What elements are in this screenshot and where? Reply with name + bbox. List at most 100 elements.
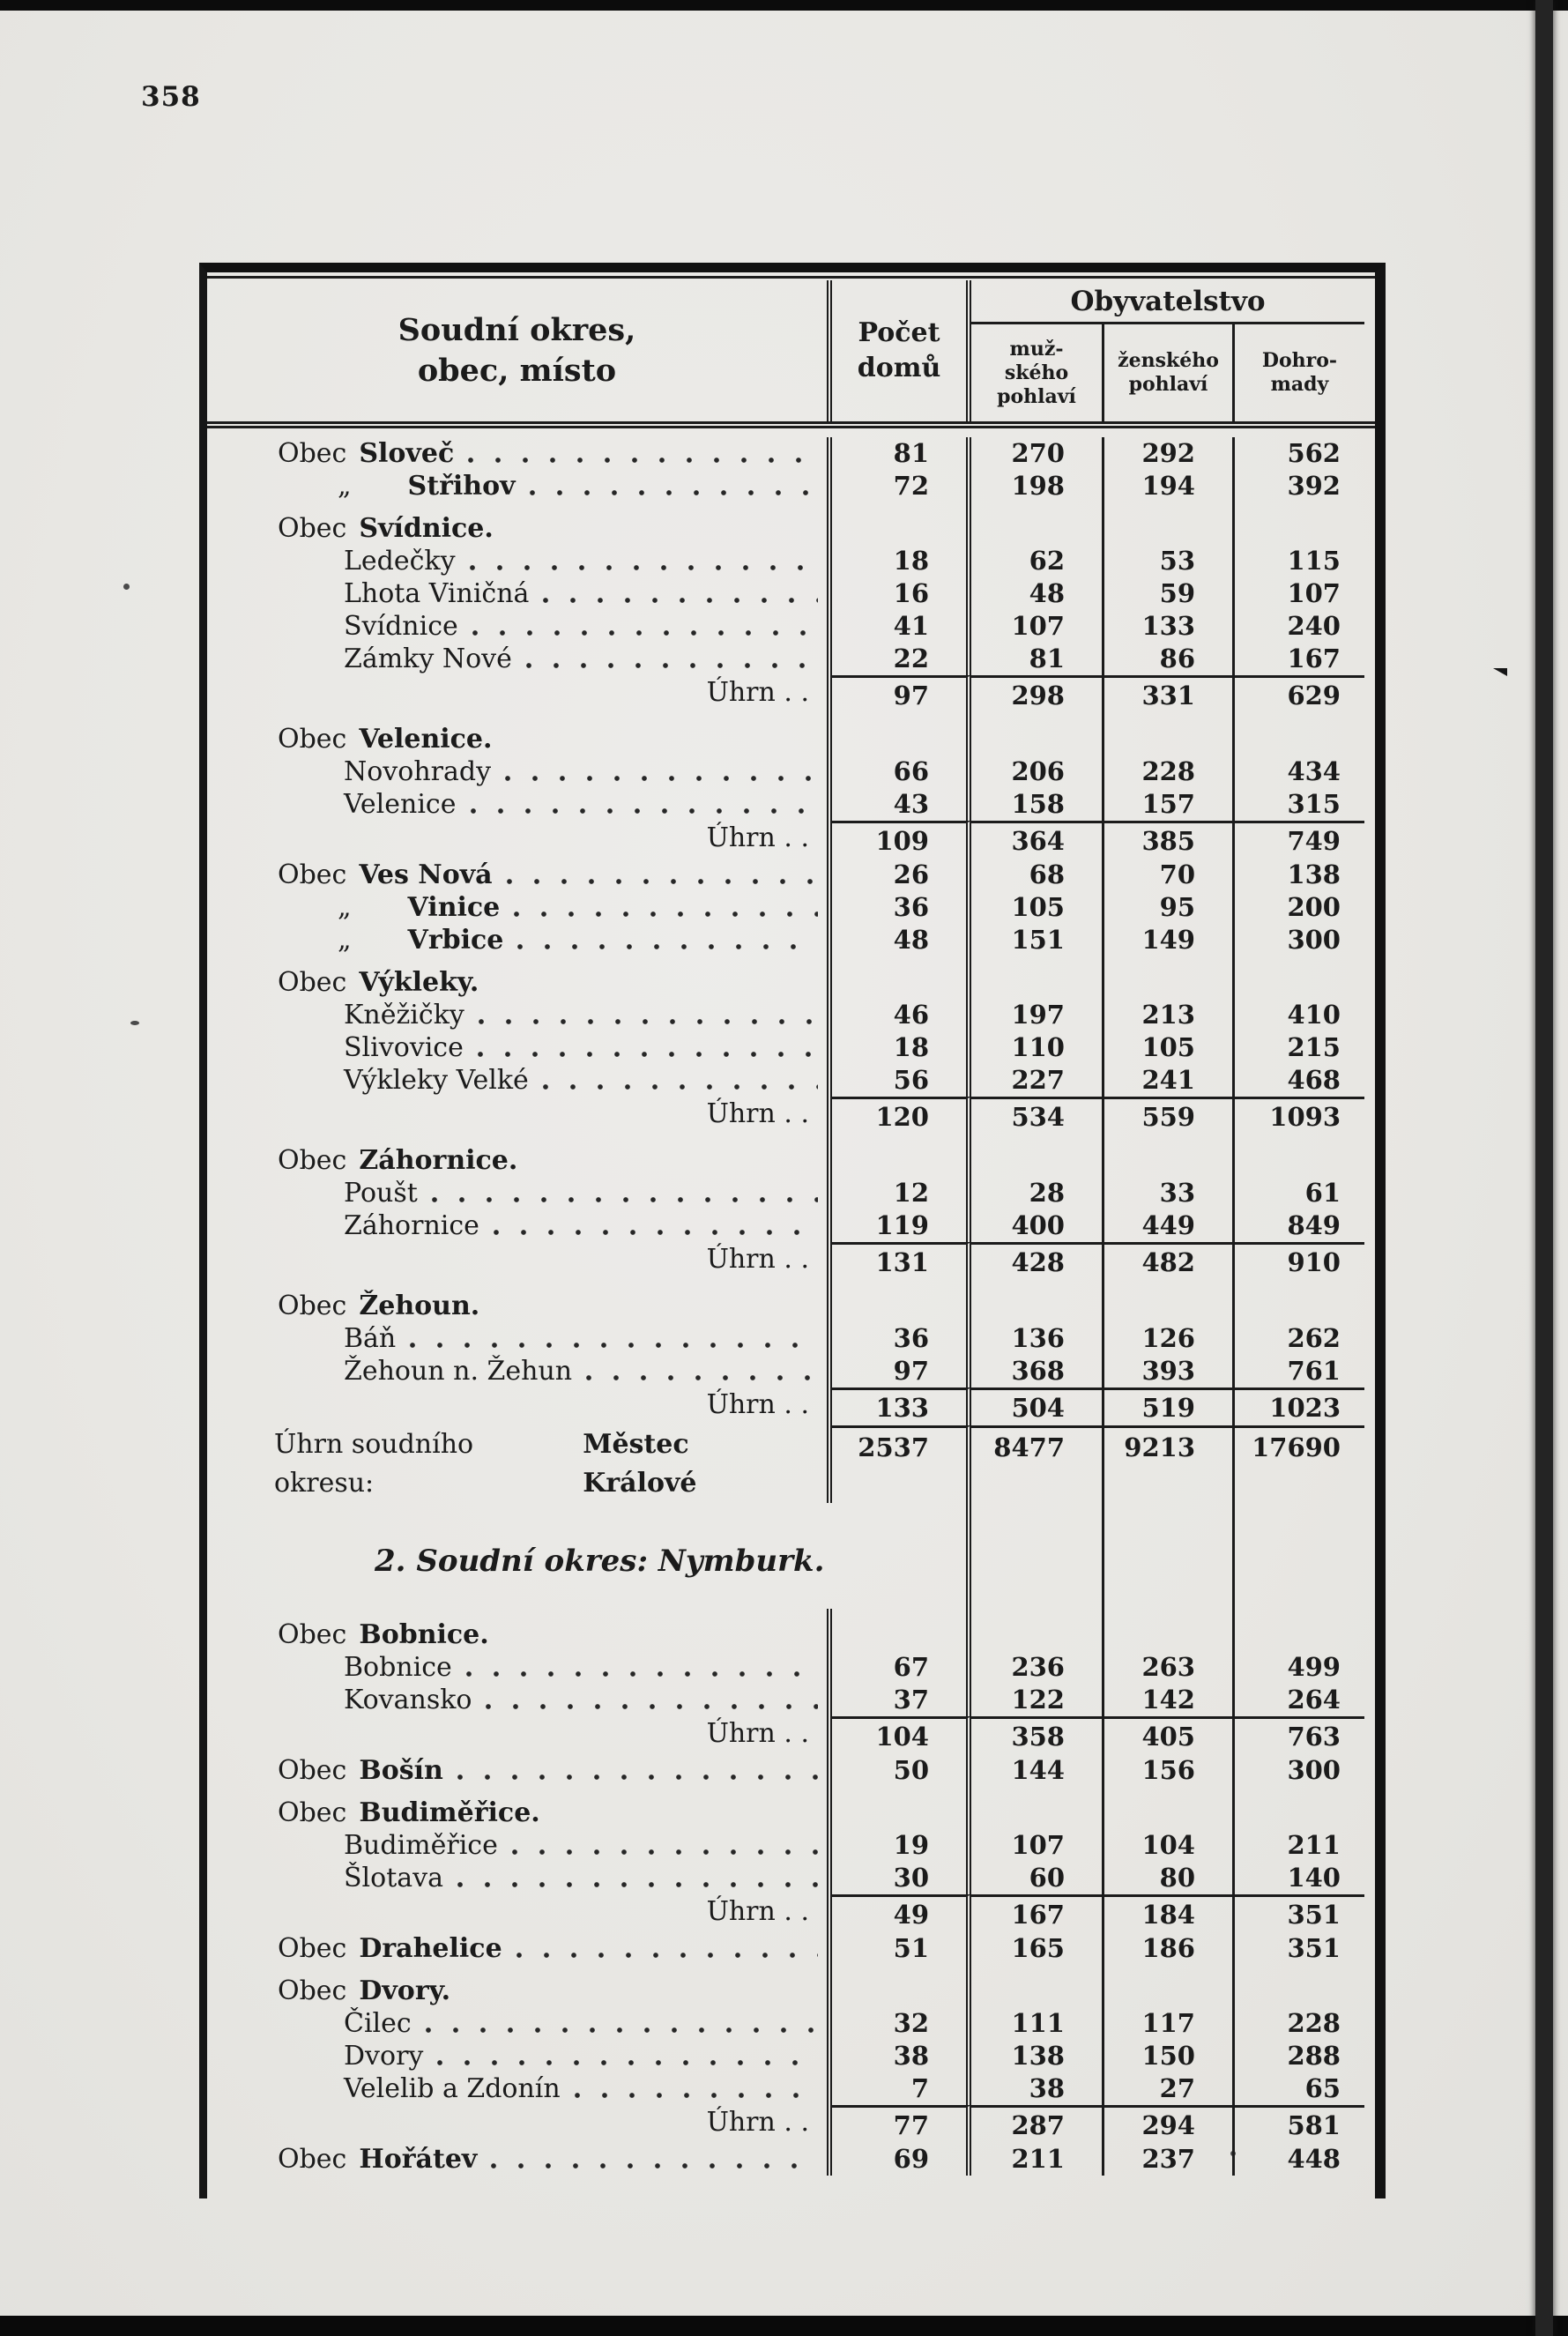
place-name: Kovansko bbox=[344, 1685, 472, 1715]
table-row: Ledečky 18 62 53 115 bbox=[207, 545, 1375, 577]
total-value-cell: 107 bbox=[1287, 578, 1341, 608]
female-value-cell: 228 bbox=[1104, 755, 1235, 788]
table-row: Lhota Viničná 16 48 59 107 bbox=[207, 577, 1375, 610]
place-name: Výkleky Velké bbox=[344, 1065, 529, 1096]
male-value-cell: 62 bbox=[971, 545, 1104, 577]
table-row: Čilec 32 111 117 228 bbox=[207, 2007, 1375, 2040]
place-name-cell: Bobnice bbox=[207, 1651, 832, 1684]
table-row: Obec Budiměřice. bbox=[207, 1787, 1375, 1829]
place-name: Svídnice. bbox=[359, 513, 494, 544]
houses-value-cell: 37 bbox=[832, 1684, 971, 1716]
page-number: 358 bbox=[141, 81, 201, 113]
male-value-cell: 68 bbox=[971, 859, 1104, 891]
total-value-cell: 240 bbox=[1287, 611, 1341, 641]
total-value-cell bbox=[1235, 1609, 1364, 1651]
place-name-cell: Dvory bbox=[207, 2040, 832, 2072]
houses-value-cell: 36 bbox=[832, 891, 971, 924]
total-value-cell: 562 bbox=[1287, 438, 1341, 468]
column-header-male: muž- ského pohlaví bbox=[971, 324, 1104, 421]
place-name-cell: Obec Hořátev bbox=[207, 2143, 832, 2176]
place-name-cell: Novohrady bbox=[207, 755, 832, 788]
female-value-cell: 186 bbox=[1104, 1932, 1235, 1965]
houses-value-cell: 120 bbox=[832, 1097, 971, 1135]
male-value-cell: 28 bbox=[971, 1177, 1104, 1209]
houses-value-cell: 48 bbox=[832, 924, 971, 956]
leader-dots bbox=[410, 1322, 818, 1355]
place-name: Velenice bbox=[344, 789, 457, 820]
place-name: Velelib a Zdonín bbox=[344, 2073, 561, 2104]
female-value-cell: 80 bbox=[1104, 1862, 1235, 1894]
place-name-cell: Velelib a Zdonín bbox=[207, 2072, 832, 2105]
table-row: Úhrn . . 77 287 294 581 bbox=[207, 2105, 1375, 2143]
place-name: Hořátev bbox=[359, 2144, 478, 2175]
table-top-rule bbox=[207, 276, 1375, 279]
female-value-cell: 194 bbox=[1104, 470, 1235, 502]
female-value-cell: 156 bbox=[1104, 1754, 1235, 1787]
place-name-cell: Úhrn . . bbox=[207, 1242, 832, 1280]
leader-dots bbox=[493, 1209, 818, 1242]
leader-dots bbox=[574, 2072, 818, 2105]
total-value-cell: 138 bbox=[1287, 859, 1341, 889]
total-value-cell bbox=[1235, 1787, 1364, 1829]
place-name-cell: „ Vrbice bbox=[207, 924, 832, 956]
table-row: Obec Svídnice. bbox=[207, 502, 1375, 545]
table-row: Svídnice 41 107 133 240 bbox=[207, 610, 1375, 643]
houses-value-cell: 32 bbox=[832, 2007, 971, 2040]
female-value-cell: 9213 bbox=[1104, 1425, 1235, 1503]
place-name: Drahelice bbox=[359, 1933, 502, 1964]
male-value-cell: 111 bbox=[971, 2007, 1104, 2040]
place-name: Lhota Viničná bbox=[344, 578, 530, 609]
total-value-cell: 629 bbox=[1235, 675, 1364, 713]
place-prefix: Úhrn soudního okresu: bbox=[274, 1429, 474, 1499]
table-row: Obec Sloveč 81 270 292 562 bbox=[207, 437, 1375, 470]
male-value-cell bbox=[971, 956, 1104, 999]
table-row: Novohrady 66 206 228 434 bbox=[207, 755, 1375, 788]
total-value-cell bbox=[1235, 1280, 1364, 1322]
total-value-cell: 392 bbox=[1287, 471, 1341, 501]
place-name: Záhornice bbox=[344, 1210, 479, 1241]
section-heading-row: 2. Soudní okres: Nymburk. bbox=[207, 1503, 1375, 1609]
total-value-cell bbox=[1235, 1135, 1364, 1177]
houses-value-cell: 97 bbox=[832, 675, 971, 713]
male-value-cell: 211 bbox=[971, 2143, 1104, 2176]
place-name: Bobnice bbox=[344, 1652, 452, 1683]
female-value-cell: 105 bbox=[1104, 1031, 1235, 1064]
place-name: Poušt bbox=[344, 1178, 418, 1209]
houses-value-cell: 43 bbox=[832, 788, 971, 821]
male-value-cell: 105 bbox=[971, 891, 1104, 924]
male-value-cell: 136 bbox=[971, 1322, 1104, 1355]
place-prefix: Obec bbox=[278, 1619, 347, 1650]
leader-dots bbox=[542, 1064, 818, 1097]
leader-dots bbox=[477, 1031, 818, 1064]
houses-value-cell: 56 bbox=[832, 1064, 971, 1097]
female-value-cell: 126 bbox=[1104, 1322, 1235, 1355]
place-name: Velenice. bbox=[359, 724, 493, 755]
place-prefix: Obec bbox=[278, 967, 347, 998]
male-value-cell: 165 bbox=[971, 1932, 1104, 1965]
total-value-cell: 115 bbox=[1287, 546, 1341, 576]
place-name: Budiměřice. bbox=[359, 1797, 540, 1828]
male-value-cell: 206 bbox=[971, 755, 1104, 788]
place-name-cell: Obec Svídnice. bbox=[207, 502, 832, 545]
total-value-cell: 264 bbox=[1287, 1685, 1341, 1715]
female-value-cell: 86 bbox=[1104, 643, 1235, 675]
place-name-cell: Obec Bošín bbox=[207, 1754, 832, 1787]
table-row: Báň 36 136 126 262 bbox=[207, 1322, 1375, 1355]
houses-value-cell: 30 bbox=[832, 1862, 971, 1894]
table-row: Šlotava 30 60 80 140 bbox=[207, 1862, 1375, 1894]
total-value-cell: 17690 bbox=[1235, 1425, 1364, 1503]
houses-value-cell: 69 bbox=[832, 2143, 971, 2176]
place-name-cell: Obec Ves Nová bbox=[207, 859, 832, 891]
leader-dots bbox=[529, 470, 818, 502]
houses-value-cell: 81 bbox=[832, 437, 971, 470]
female-value-cell: 331 bbox=[1104, 675, 1235, 713]
table-row: Obec Velenice. bbox=[207, 713, 1375, 755]
total-value-cell: 200 bbox=[1287, 892, 1341, 922]
place-name: Novohrady bbox=[344, 756, 492, 787]
houses-value-cell: 67 bbox=[832, 1651, 971, 1684]
place-prefix: „ bbox=[338, 471, 352, 502]
table-row: Obec Hořátev 69 211 237 448 bbox=[207, 2143, 1375, 2176]
houses-value-cell: 97 bbox=[832, 1355, 971, 1387]
male-value-cell bbox=[971, 1503, 1104, 1609]
male-value-cell: 158 bbox=[971, 788, 1104, 821]
